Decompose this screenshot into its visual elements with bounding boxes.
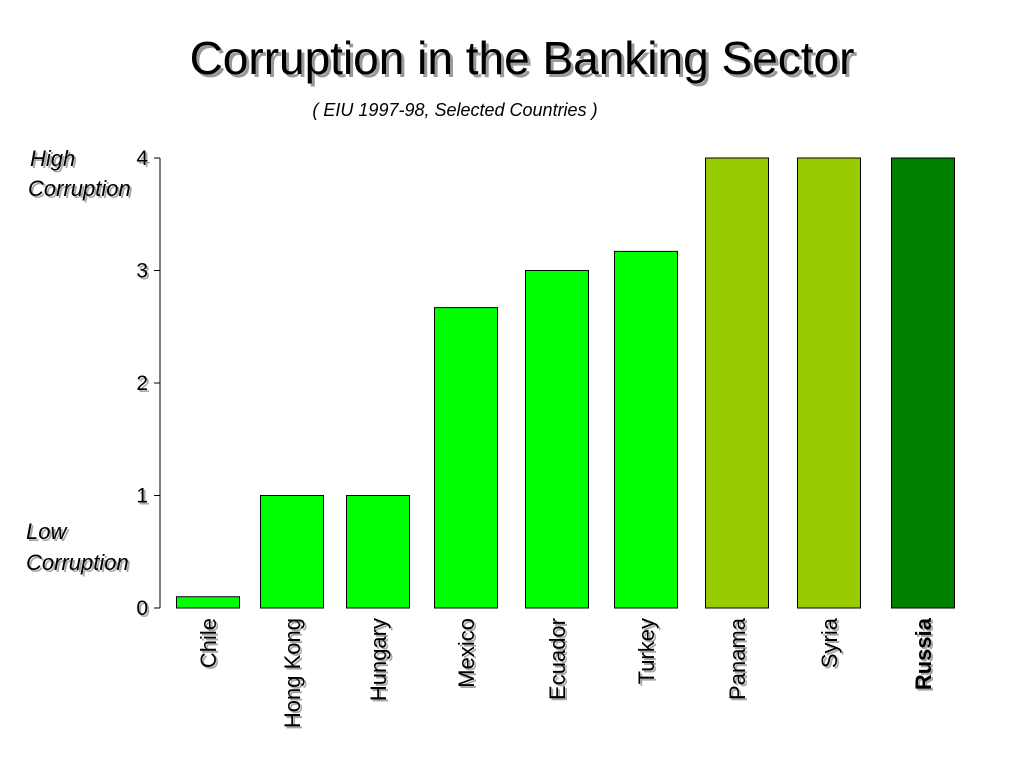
category-label-shadow: Mexico bbox=[456, 620, 481, 690]
y-tick-label: 2 bbox=[136, 372, 148, 395]
y-tick-label: 1 bbox=[136, 485, 148, 508]
category-label-shadow: Hong Kong bbox=[282, 620, 307, 730]
y-tick-label-shadow: 1 bbox=[138, 487, 150, 510]
category-label-hong-kong: Hong Kong bbox=[280, 618, 305, 728]
annotation-low-line2-shadow: Corruption bbox=[28, 552, 131, 577]
bars bbox=[176, 157, 955, 609]
annotation-high-line1-shadow: High bbox=[32, 148, 77, 173]
annotation-low-line2: Corruption bbox=[26, 550, 129, 575]
chart-subtitle: ( EIU 1997-98, Selected Countries ) bbox=[312, 100, 597, 120]
y-tick-label-shadow: 2 bbox=[138, 374, 150, 397]
category-label-ecuador: Ecuador bbox=[545, 618, 570, 700]
annotation-low-line1-shadow: Low bbox=[28, 521, 70, 546]
annotation-low-line1: Low bbox=[26, 519, 68, 544]
bar-russia bbox=[891, 157, 955, 609]
y-tick-label: 0 bbox=[136, 597, 148, 620]
annotation-high-line1: High bbox=[30, 146, 75, 171]
bar-ecuador bbox=[525, 270, 589, 609]
category-label-shadow: Ecuador bbox=[547, 620, 572, 702]
category-label-syria: Syria bbox=[817, 617, 842, 668]
bar-mexico bbox=[434, 307, 498, 609]
category-label-shadow: Panama bbox=[727, 619, 752, 702]
y-tick-label: 4 bbox=[136, 147, 148, 170]
category-label-panama: Panama bbox=[725, 617, 750, 700]
category-label-shadow: Chile bbox=[198, 620, 223, 670]
category-label-shadow: Russia bbox=[913, 619, 938, 692]
category-label-shadow: Turkey bbox=[636, 620, 661, 686]
chart-title-shadow: Corruption in the Banking Sector bbox=[193, 35, 858, 87]
bar-hungary bbox=[346, 495, 410, 609]
category-label-chile: Chile bbox=[196, 618, 221, 668]
y-tick-label-shadow: 4 bbox=[138, 149, 150, 172]
y-tick-label-shadow: 3 bbox=[138, 262, 150, 285]
category-label-hungary: Hungary bbox=[366, 618, 391, 701]
chart-title: Corruption in the Banking Sector bbox=[190, 32, 855, 84]
y-tick-label: 3 bbox=[136, 260, 148, 283]
category-label-russia: Russia bbox=[911, 617, 936, 690]
bar-panama bbox=[705, 157, 769, 609]
y-tick-label-shadow: 0 bbox=[138, 599, 150, 622]
category-label-turkey: Turkey bbox=[634, 618, 659, 684]
bar-chile bbox=[176, 596, 240, 609]
category-label-mexico: Mexico bbox=[454, 618, 479, 688]
category-label-shadow: Syria bbox=[819, 619, 844, 670]
annotation-high-line2: Corruption bbox=[28, 176, 131, 201]
bar-turkey bbox=[614, 250, 678, 609]
category-label-shadow: Hungary bbox=[368, 620, 393, 703]
annotation-high-line2-shadow: Corruption bbox=[30, 178, 133, 203]
bar-syria bbox=[797, 157, 861, 609]
bar-hong-kong bbox=[260, 495, 324, 609]
